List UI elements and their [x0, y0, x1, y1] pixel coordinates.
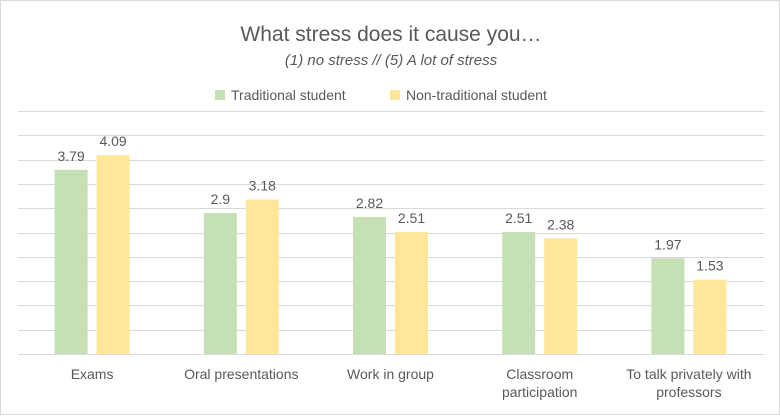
data-label: 3.79	[57, 148, 84, 164]
bar-non-traditional	[693, 279, 727, 354]
data-label: 2.51	[398, 210, 425, 226]
bar-non-traditional	[395, 232, 428, 354]
data-label: 1.97	[654, 236, 681, 252]
data-label: 4.09	[99, 133, 126, 149]
bar-traditional	[651, 258, 685, 354]
bar-non-traditional	[96, 155, 130, 354]
bar-traditional	[54, 169, 88, 354]
data-label: 2.38	[547, 216, 574, 232]
bars	[54, 155, 727, 354]
bar-traditional	[203, 213, 237, 354]
data-label: 2.82	[356, 195, 383, 211]
data-label: 2.51	[505, 210, 532, 226]
gridlines	[18, 111, 764, 355]
bar-non-traditional	[544, 238, 578, 354]
legend: Traditional student Non-traditional stude…	[215, 87, 547, 103]
bar-non-traditional	[245, 199, 279, 354]
x-tick-label: Exams	[71, 366, 114, 382]
legend-label: Non-traditional student	[406, 87, 547, 103]
data-labels: 3.79 4.09 2.9 3.18 2.82 2.51 2.51 2.38 1.97 1.53	[57, 133, 723, 273]
chart-subtitle: (1) no stress // (5) A lot of stress	[285, 52, 498, 69]
x-tick-label: Oral presentations	[184, 366, 298, 382]
x-axis-labels: Exams Oral presentations Work in group Clas…	[71, 366, 752, 400]
x-tick-label: participation	[502, 384, 578, 400]
x-tick-label: professors	[656, 384, 721, 400]
data-label: 2.9	[211, 191, 231, 207]
x-tick-label: Work in group	[347, 366, 434, 382]
x-tick-label: Classroom	[506, 366, 573, 382]
data-label: 1.53	[696, 258, 723, 274]
legend-label: Traditional student	[231, 87, 346, 103]
legend-swatch	[390, 90, 400, 100]
data-label: 3.18	[249, 177, 276, 193]
bar-traditional	[502, 232, 536, 354]
chart-title: What stress does it cause you…	[240, 23, 541, 46]
legend-swatch	[215, 90, 225, 100]
x-tick-label: To talk privately with	[626, 366, 751, 382]
bar-traditional	[353, 216, 386, 354]
